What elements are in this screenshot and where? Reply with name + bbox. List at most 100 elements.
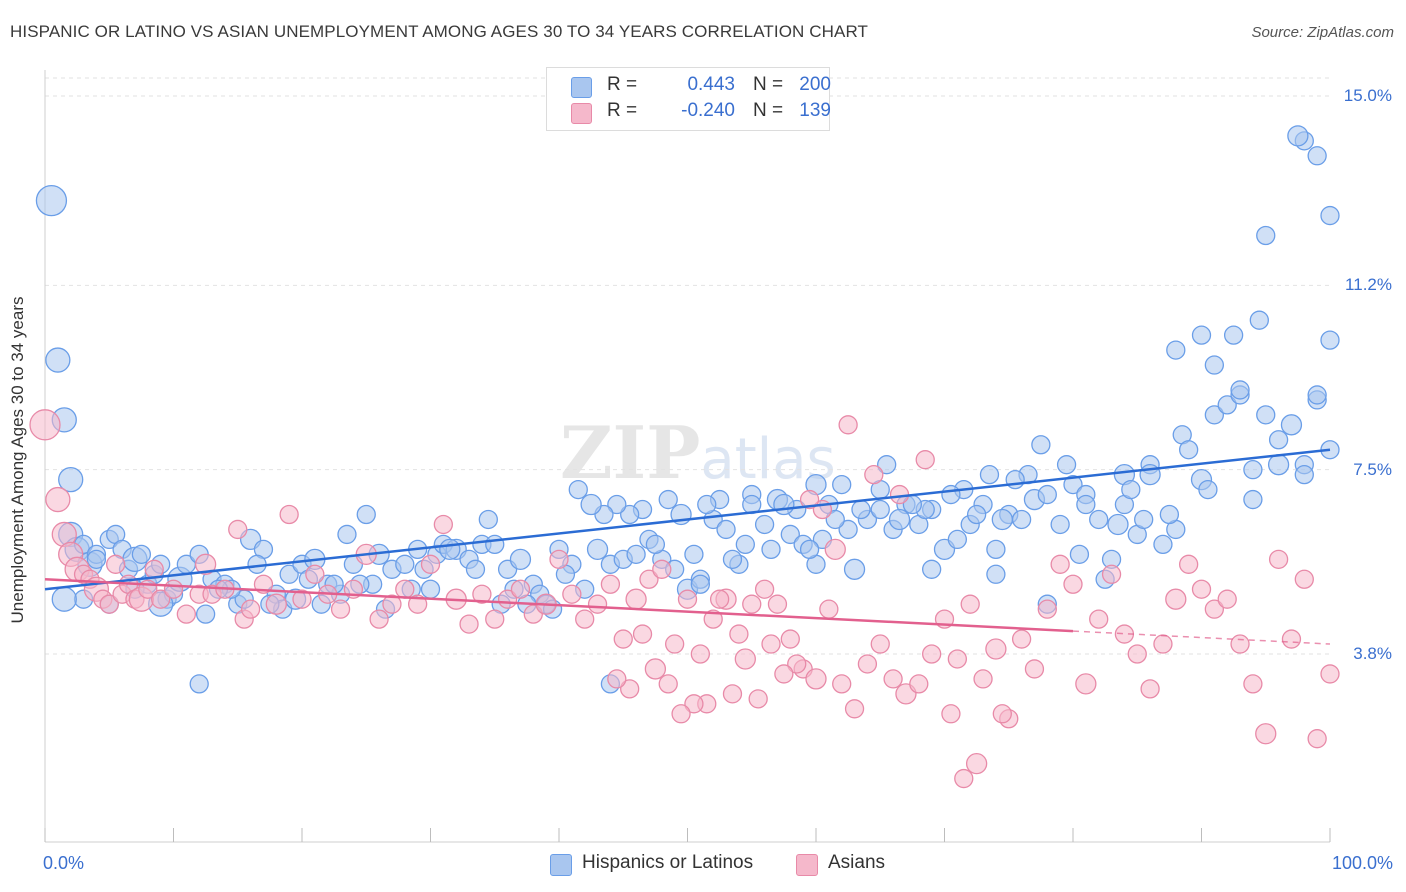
data-point xyxy=(761,539,781,560)
data-point xyxy=(1069,544,1090,565)
data-point xyxy=(703,609,723,629)
data-point xyxy=(947,529,967,550)
data-point xyxy=(86,549,107,569)
data-point xyxy=(433,514,454,535)
data-point xyxy=(485,534,505,555)
data-point xyxy=(851,499,871,520)
data-point xyxy=(1089,509,1109,530)
legend-label-asian: Asians xyxy=(828,852,886,873)
data-point xyxy=(973,669,993,689)
data-point xyxy=(799,539,820,560)
data-point xyxy=(947,649,967,669)
data-point xyxy=(1307,385,1327,405)
data-point xyxy=(1217,589,1237,609)
data-point xyxy=(677,589,698,609)
data-point xyxy=(709,589,730,609)
data-point xyxy=(1101,564,1122,584)
data-point xyxy=(1165,588,1187,610)
chart-source: Source: ZipAtlas.com xyxy=(1251,24,1394,41)
data-point xyxy=(1204,355,1224,375)
data-point xyxy=(684,544,704,565)
data-point xyxy=(742,594,762,614)
data-point xyxy=(620,679,640,699)
data-point xyxy=(729,624,749,644)
data-point xyxy=(985,638,1007,660)
data-point xyxy=(632,624,653,644)
y-tick-label: 3.8% xyxy=(1353,644,1392,663)
data-point xyxy=(767,594,788,614)
data-point xyxy=(228,519,248,540)
data-point xyxy=(1179,554,1199,574)
data-point xyxy=(734,648,756,670)
data-point xyxy=(671,704,691,724)
data-point xyxy=(568,479,588,500)
data-point xyxy=(857,654,878,674)
data-point xyxy=(991,508,1013,531)
data-point xyxy=(1243,674,1263,694)
data-point xyxy=(697,494,717,515)
data-point xyxy=(992,704,1012,724)
data-point xyxy=(787,654,807,674)
data-point xyxy=(941,704,961,724)
data-point xyxy=(922,559,942,579)
data-point xyxy=(1255,723,1277,745)
data-point xyxy=(665,634,685,654)
trend-line-asian-extension xyxy=(1072,630,1331,645)
data-point xyxy=(888,508,911,531)
data-point xyxy=(748,689,768,709)
data-point xyxy=(1134,509,1154,530)
data-point xyxy=(163,579,184,599)
data-point xyxy=(1243,489,1263,510)
legend-label-hispanic: Hispanics or Latinos xyxy=(582,852,754,873)
data-point xyxy=(774,664,794,684)
data-point xyxy=(575,609,595,629)
data-point xyxy=(780,524,800,545)
data-point xyxy=(1089,609,1109,629)
data-point xyxy=(870,499,890,520)
data-point xyxy=(824,538,846,561)
data-point xyxy=(1268,549,1289,569)
data-point xyxy=(549,549,569,569)
data-point xyxy=(1204,405,1224,425)
y-tick-label: 11.2% xyxy=(1345,275,1392,295)
trend-line-hispanic xyxy=(44,448,1331,591)
legend-r-value: -0.240 xyxy=(681,100,735,121)
data-point xyxy=(613,629,633,649)
stats-legend: R = 0.443 N = 200 R = -0.240 N = 139 xyxy=(546,67,831,131)
legend-n-label: N = xyxy=(753,100,784,121)
data-point xyxy=(1320,330,1340,350)
data-point xyxy=(279,564,299,584)
data-point xyxy=(625,588,647,610)
data-point xyxy=(966,504,987,525)
data-point xyxy=(1230,634,1250,654)
data-point xyxy=(465,559,486,579)
data-point xyxy=(658,674,678,694)
legend-n-value: 200 xyxy=(799,74,831,95)
data-point xyxy=(1159,504,1180,525)
data-point xyxy=(586,538,609,561)
data-point xyxy=(1050,514,1070,535)
data-point xyxy=(189,674,209,694)
data-point xyxy=(305,564,325,584)
data-point xyxy=(960,594,980,614)
data-point xyxy=(626,544,646,565)
data-point xyxy=(131,544,152,565)
data-point xyxy=(580,493,602,516)
data-point xyxy=(954,768,974,789)
data-point xyxy=(420,554,441,574)
data-point xyxy=(877,455,897,475)
data-point xyxy=(1307,146,1327,166)
data-point xyxy=(754,514,775,535)
watermark: ZIPatlas xyxy=(560,410,836,495)
data-point xyxy=(1191,579,1212,599)
data-point xyxy=(195,604,216,624)
chart-title: HISPANIC OR LATINO VS ASIAN UNEMPLOYMENT… xyxy=(10,22,868,41)
legend-r-label: R = xyxy=(607,100,638,121)
legend-swatch-hispanic xyxy=(571,77,592,98)
data-point xyxy=(922,644,942,664)
data-point xyxy=(1267,454,1290,476)
data-point xyxy=(279,504,299,525)
data-point xyxy=(832,474,852,495)
data-point xyxy=(176,604,197,624)
data-point xyxy=(292,589,312,609)
